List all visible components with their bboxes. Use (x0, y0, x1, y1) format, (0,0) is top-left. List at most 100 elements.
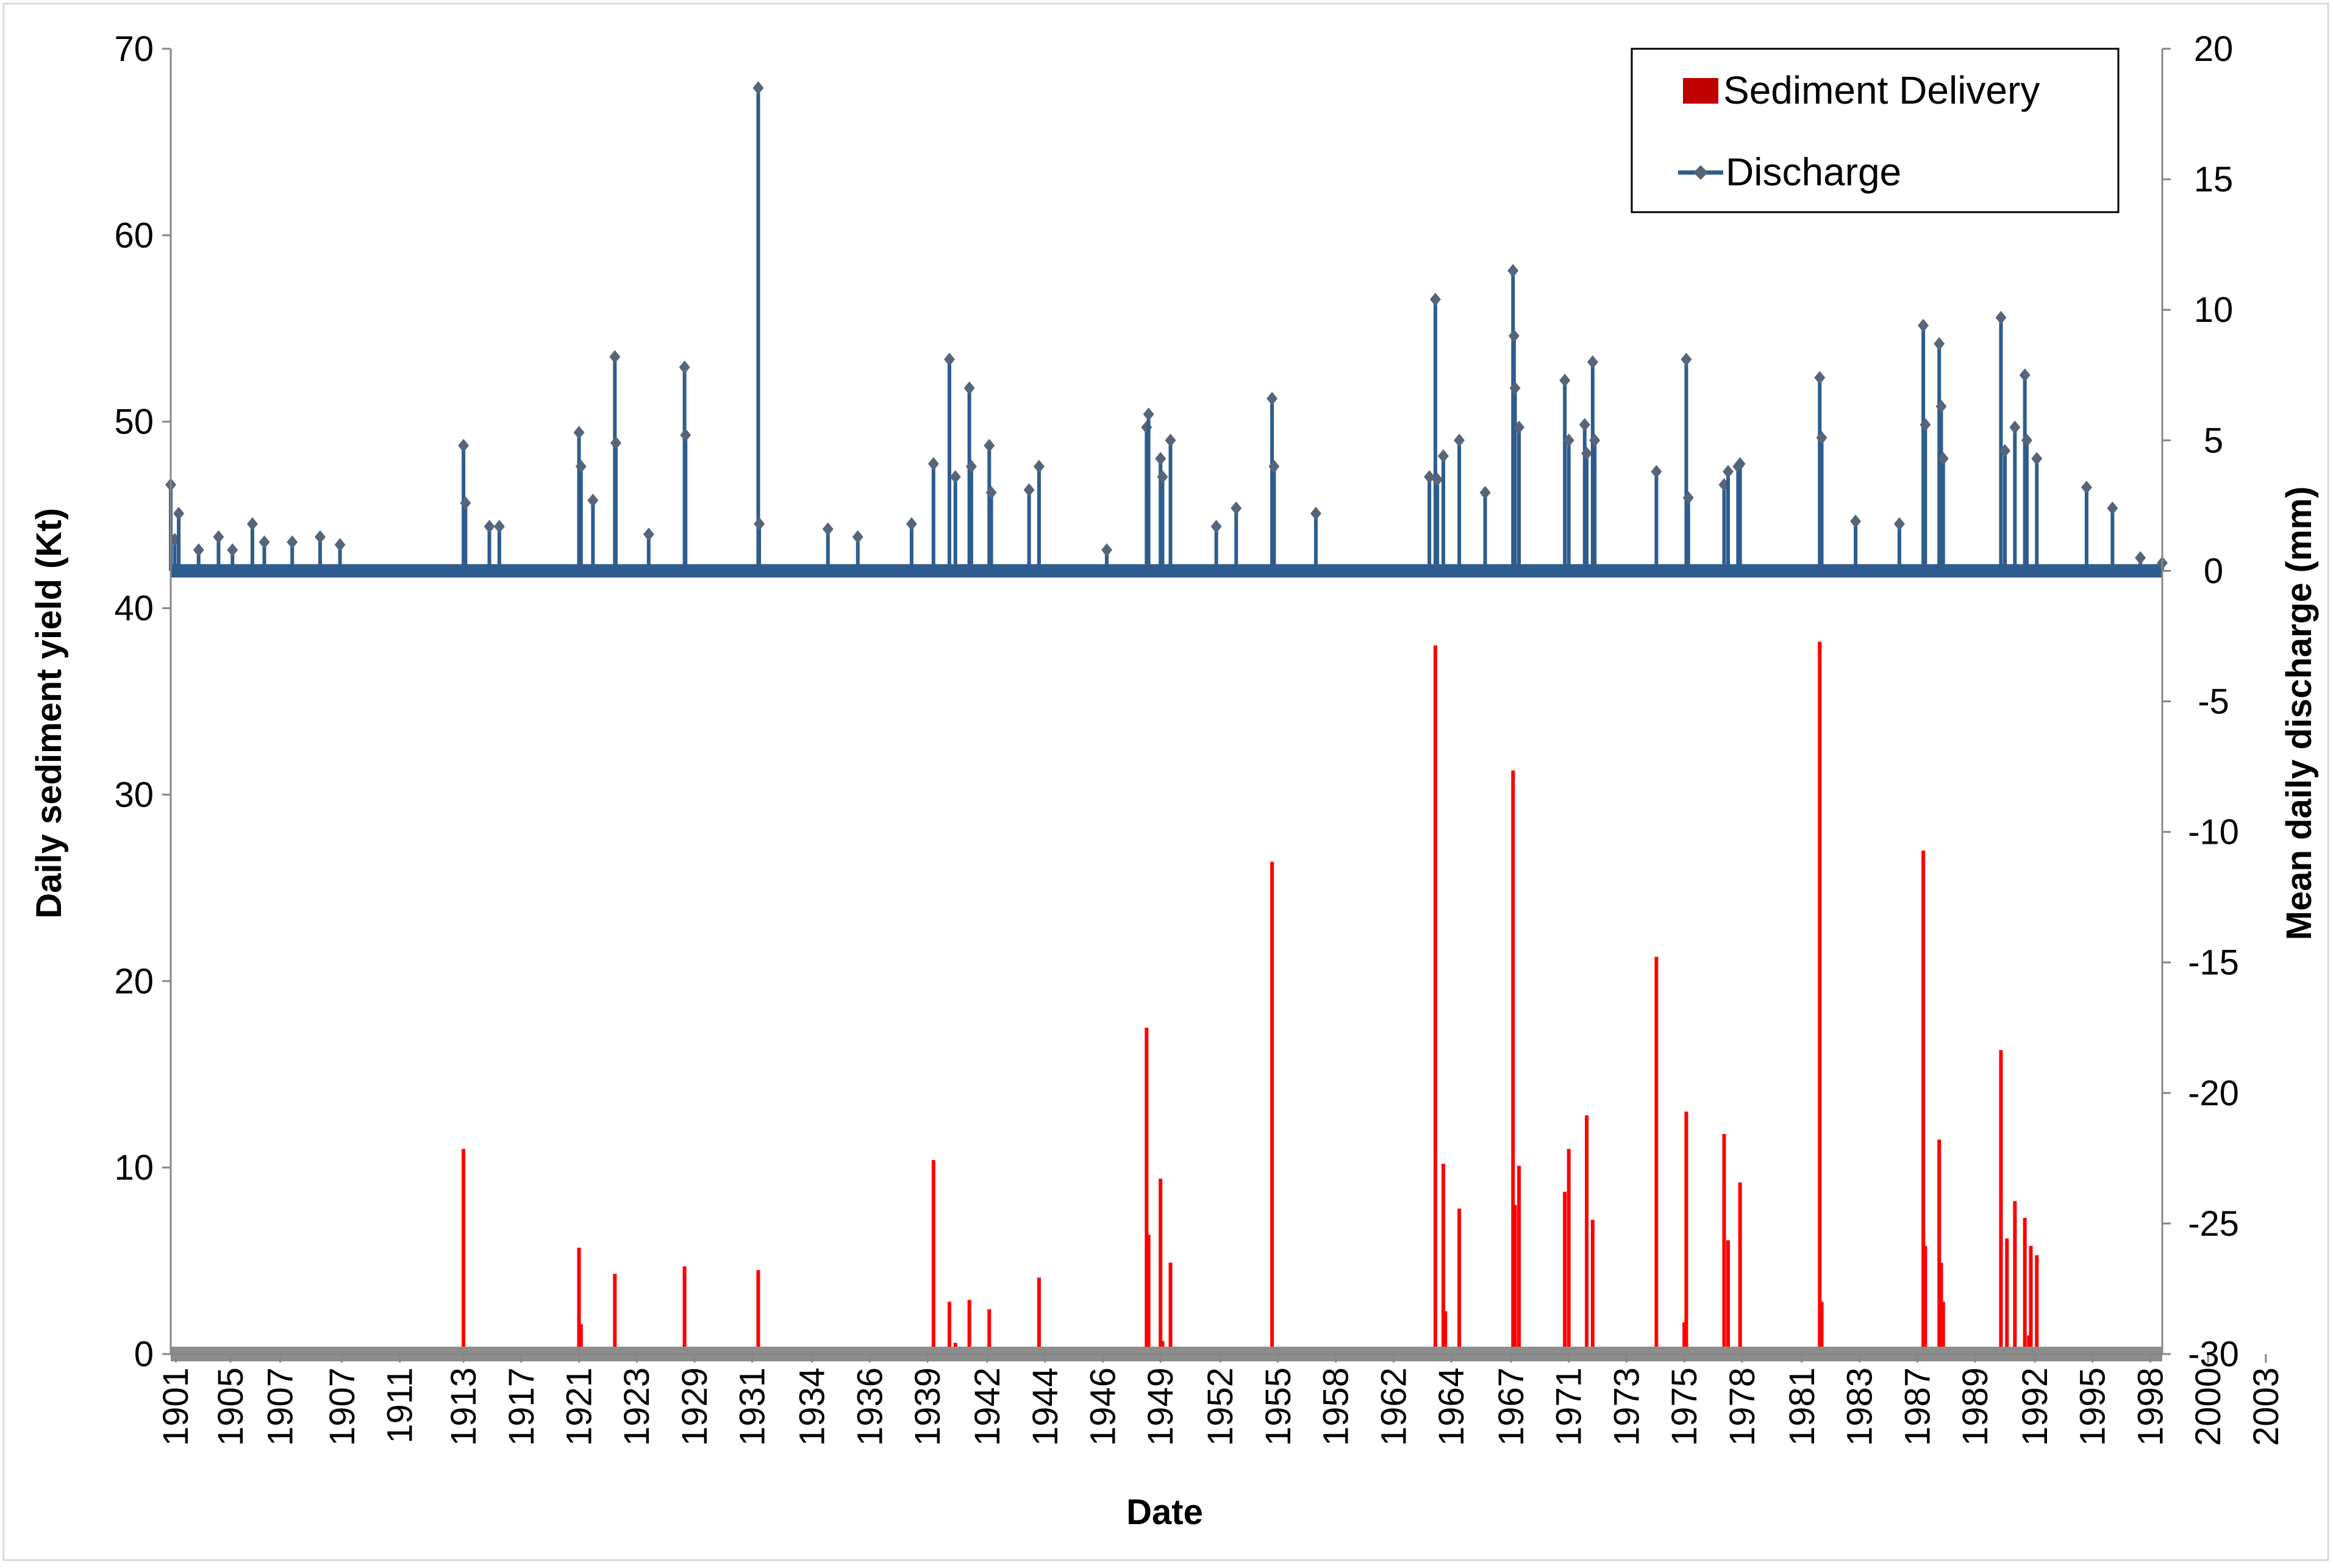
discharge-marker (1999, 444, 2010, 458)
x-tick-label: 1907 (261, 1367, 301, 1446)
discharge-marker (1210, 519, 1222, 533)
discharge-marker (1267, 391, 1278, 405)
discharge-marker (213, 530, 224, 544)
x-tick-label: 1998 (2131, 1367, 2170, 1446)
discharge-marker (1651, 465, 1662, 479)
right-y-tick-label: -15 (2188, 943, 2239, 983)
discharge-marker (1143, 407, 1154, 421)
sediment-bar (577, 1247, 581, 1354)
sediment-bar (2023, 1217, 2027, 1354)
right-y-tick-label: 10 (2194, 290, 2234, 330)
discharge-marker (493, 519, 505, 533)
discharge-marker (1581, 446, 1593, 460)
discharge-marker (1231, 501, 1242, 515)
sediment-bar (1145, 1027, 1149, 1354)
discharge-marker (1587, 355, 1598, 369)
sediment-bar (1590, 1219, 1595, 1354)
sediment-bar (931, 1160, 935, 1354)
sediment-bar (1682, 1322, 1687, 1354)
sediment-bar (1511, 770, 1515, 1354)
discharge-marker (587, 493, 599, 507)
legend-label-discharge: Discharge (1726, 150, 1901, 194)
x-tick-label: 1939 (908, 1367, 948, 1446)
right-y-tick-label: -5 (2198, 682, 2229, 722)
sediment-bar (613, 1274, 617, 1354)
legend-marker-discharge (1693, 165, 1708, 180)
discharge-marker (573, 426, 585, 440)
legend-swatch-sediment (1683, 78, 1718, 104)
x-tick-label: 2003 (2246, 1367, 2286, 1446)
left-y-tick-label: 60 (114, 216, 154, 255)
sediment-bars (462, 641, 2039, 1354)
sediment-bar (1433, 645, 1437, 1354)
discharge-marker (1937, 452, 1949, 466)
left-y-tick-label: 70 (114, 29, 154, 69)
discharge-marker (1165, 433, 1176, 447)
discharge-marker (1589, 433, 1601, 447)
left-y-tick-label: 10 (114, 1148, 154, 1188)
sediment-bar (987, 1309, 991, 1354)
tick-labels: 0 10 20 30 40 50 60 70 -30 -25 -20 -15 -10 -5 0 5 10 15 20… (114, 29, 2285, 1446)
sediment-bar (1146, 1235, 1151, 1354)
sediment-bar (756, 1270, 760, 1354)
discharge-marker (1934, 337, 1945, 351)
discharge-marker (1437, 449, 1449, 463)
x-tick-label: 1952 (1201, 1367, 1240, 1446)
sediment-bar (1820, 1302, 1824, 1354)
sediment-bar (1513, 1205, 1517, 1354)
sediment-bar (1937, 1139, 1942, 1354)
sediment-bar (2027, 1335, 2031, 1354)
discharge-marker (1033, 460, 1045, 474)
x-tick-label: 1921 (560, 1367, 599, 1446)
sediment-bar (1441, 1164, 1445, 1354)
sediment-bar (1684, 1111, 1688, 1354)
discharge-marker (643, 527, 654, 541)
discharge-marker (314, 530, 326, 544)
discharge-marker (1723, 465, 1734, 479)
sediment-bar (1923, 1245, 1927, 1354)
x-tick-label: 1923 (617, 1367, 657, 1446)
sediment-bar (579, 1324, 583, 1354)
discharge-marker (1509, 381, 1521, 395)
x-tick-label: 1944 (1026, 1367, 1065, 1446)
x-tick-label: 1913 (444, 1367, 484, 1446)
discharge-marker (2021, 433, 2032, 447)
sediment-bar (967, 1300, 971, 1354)
discharge-marker (1429, 293, 1441, 307)
x-tick-label: 1989 (1956, 1367, 1995, 1446)
discharge-marker (2031, 452, 2043, 466)
discharge-marker (1559, 373, 1571, 387)
discharge-marker (1101, 543, 1113, 557)
right-y-tick-label: -10 (2188, 813, 2239, 852)
x-tick-label: 1962 (1374, 1367, 1413, 1446)
x-tick-label: 1905 (211, 1367, 251, 1446)
x-tick-label: 1987 (1898, 1367, 1937, 1446)
discharge-marker (963, 381, 975, 395)
discharge-marker (1513, 420, 1525, 434)
discharge-marker (2107, 501, 2118, 515)
discharge-marker (173, 507, 185, 521)
sediment-bar (1567, 1149, 1571, 1354)
discharge-marker (1508, 329, 1520, 343)
discharge-marker (575, 460, 587, 474)
x-axis-title: Date (1126, 1492, 1203, 1532)
plot-background (171, 49, 2162, 1354)
x-tick-label: 1917 (502, 1367, 541, 1446)
discharge-marker (1918, 318, 1929, 332)
discharge-marker (1682, 491, 1694, 505)
sediment-bar (1159, 1178, 1163, 1354)
sediment-bar (948, 1302, 952, 1354)
discharge-marker (1814, 371, 1826, 385)
x-tick-label: 1971 (1549, 1367, 1589, 1446)
sediment-bar (1999, 1050, 2003, 1354)
sediment-bar (1818, 641, 1822, 1354)
discharge-marker (1023, 483, 1035, 497)
x-tick-label: 1995 (2073, 1367, 2113, 1446)
discharge-marker (1734, 457, 1746, 471)
right-y-tick-label: 15 (2194, 160, 2234, 199)
discharge-marker (1920, 418, 1931, 432)
discharge-marker (246, 517, 258, 531)
discharge-marker (1579, 418, 1590, 432)
